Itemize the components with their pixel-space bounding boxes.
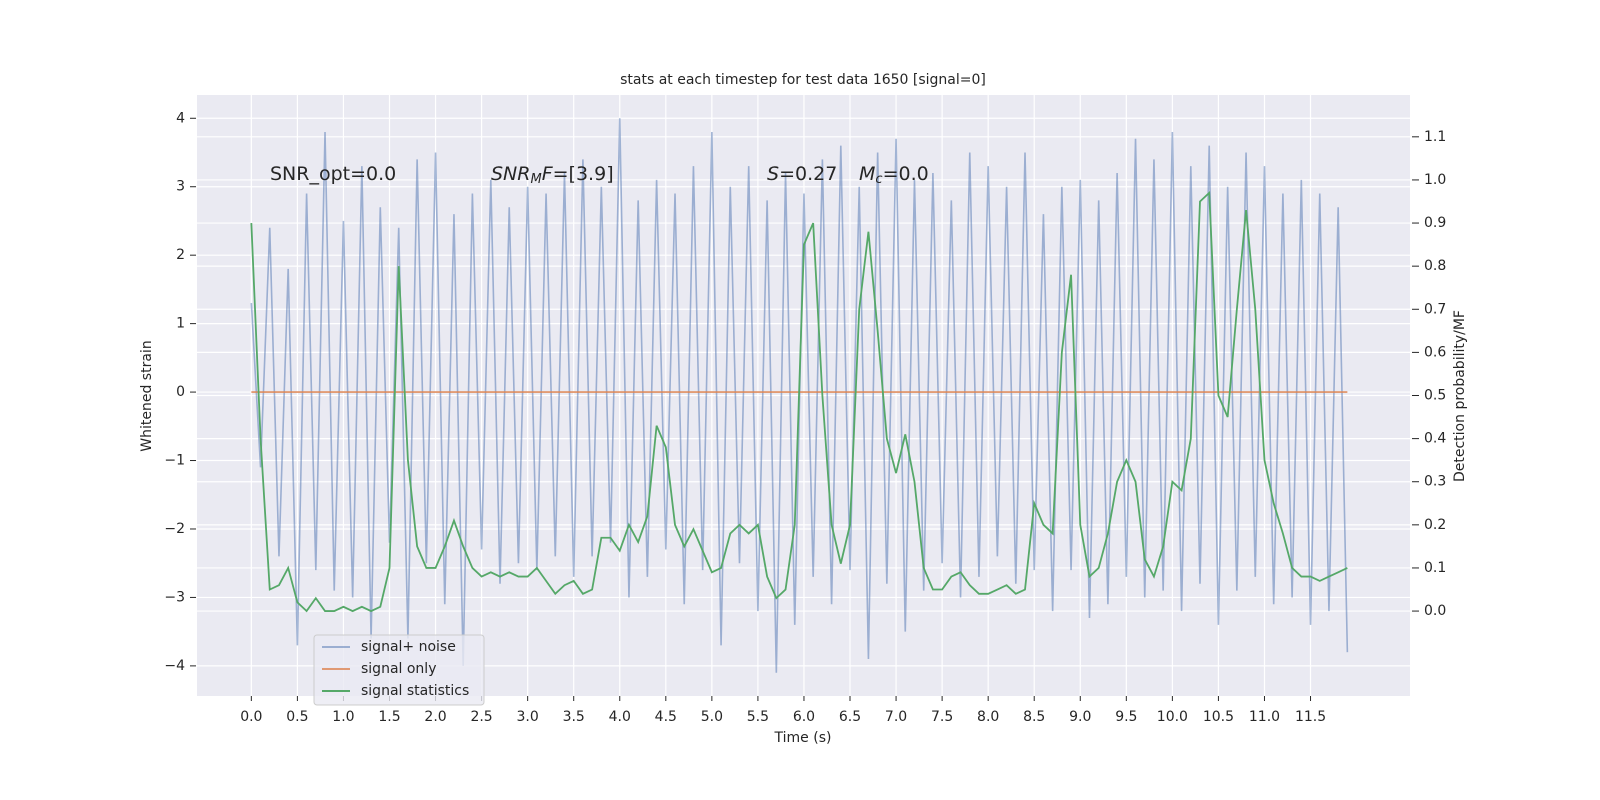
x-tick-label: 2.5: [470, 709, 492, 725]
y-tick-label: 0: [176, 384, 185, 400]
annotation-part: F: [542, 163, 554, 185]
y-tick-label: −4: [164, 658, 185, 674]
y2-axis-label: Detection probability/MF: [1452, 310, 1468, 482]
y-tick-label: 3: [176, 179, 185, 195]
annotation-part: SNR: [491, 163, 530, 185]
x-tick-label: 1.0: [332, 709, 354, 725]
annotation-part: M: [530, 172, 541, 187]
x-tick-label: 5.5: [747, 709, 769, 725]
x-tick-label: 9.0: [1069, 709, 1091, 725]
y-tick-label: −3: [164, 589, 185, 605]
x-tick-label: 11.5: [1295, 709, 1326, 725]
x-tick-label: 10.5: [1203, 709, 1234, 725]
annotation: Mc=0.0: [859, 163, 929, 187]
x-tick-label: 3.5: [563, 709, 585, 725]
annotation-part: =[3.9]: [553, 163, 614, 185]
y2-tick-label: 0.4: [1424, 431, 1446, 447]
labels: 0.0 0.5 1.0 1.5 2.0 2.5 3.0 3.5 4.0 4.5 5.0 5.5 6.0 6…: [164, 110, 1446, 725]
x-tick-label: 4.0: [609, 709, 631, 725]
series-line: [250, 190, 1348, 613]
y2-tick-label: 0.6: [1424, 344, 1446, 360]
legend: signal+ noise signal only signal statistic…: [313, 634, 485, 706]
y-axis-label: Whitened strain: [139, 340, 155, 451]
x-tick-label: 9.5: [1115, 709, 1137, 725]
legend-box: [313, 634, 485, 706]
annotation-part: c: [875, 172, 882, 187]
x-tick-label: 7.0: [885, 709, 907, 725]
annotation-part: SNR_opt=0.0: [270, 163, 396, 185]
annotation-part: =0.0: [883, 163, 929, 185]
y-tick-label: 4: [176, 110, 185, 126]
annotation-part: =0.27: [779, 163, 837, 185]
legend-label: signal statistics: [361, 683, 469, 699]
legend-label: signal only: [361, 661, 436, 677]
x-tick-label: 3.0: [517, 709, 539, 725]
x-tick-label: 6.0: [793, 709, 815, 725]
x-tick-label: 10.0: [1157, 709, 1188, 725]
chart-title: stats at each timestep for test data 165…: [620, 72, 986, 88]
x-tick-label: 6.5: [839, 709, 861, 725]
x-tick-label: 2.0: [424, 709, 446, 725]
y2-tick-label: 1.1: [1424, 129, 1446, 145]
y2-tick-label: 0.5: [1424, 388, 1446, 404]
annotation: SNR_opt=0.0: [270, 163, 396, 185]
x-tick-label: 8.0: [977, 709, 999, 725]
y2-tick-label: 0.7: [1424, 301, 1446, 317]
x-tick-label: 7.5: [931, 709, 953, 725]
y-tick-label: −1: [164, 453, 185, 469]
annotation: SNRMF=[3.9]: [491, 163, 614, 187]
x-tick-label: 0.5: [286, 709, 308, 725]
x-tick-label: 5.0: [701, 709, 723, 725]
x-tick-label: 4.5: [655, 709, 677, 725]
x-axis-label: Time (s): [774, 730, 832, 746]
x-tick-label: 11.0: [1249, 709, 1280, 725]
y2-tick-label: 0.0: [1424, 603, 1446, 619]
y2-tick-label: 0.2: [1424, 517, 1446, 533]
y2-tick-label: 0.1: [1424, 560, 1446, 576]
y2-tick-label: 1.0: [1424, 172, 1446, 188]
annotation-part: S: [767, 163, 779, 185]
x-tick-label: 8.5: [1023, 709, 1045, 725]
annotation: S=0.27: [767, 163, 837, 185]
marks: [250, 118, 1349, 673]
legend-label: signal+ noise: [361, 639, 456, 655]
y2-tick-label: 0.8: [1424, 258, 1446, 274]
y-tick-label: 1: [176, 316, 185, 332]
x-tick-label: 0.0: [240, 709, 262, 725]
y-tick-label: 2: [176, 247, 185, 263]
x-tick-label: 1.5: [378, 709, 400, 725]
y-tick-label: −2: [164, 521, 185, 537]
annotation-part: M: [859, 163, 875, 185]
y2-tick-label: 0.3: [1424, 474, 1446, 490]
y2-tick-label: 0.9: [1424, 215, 1446, 231]
